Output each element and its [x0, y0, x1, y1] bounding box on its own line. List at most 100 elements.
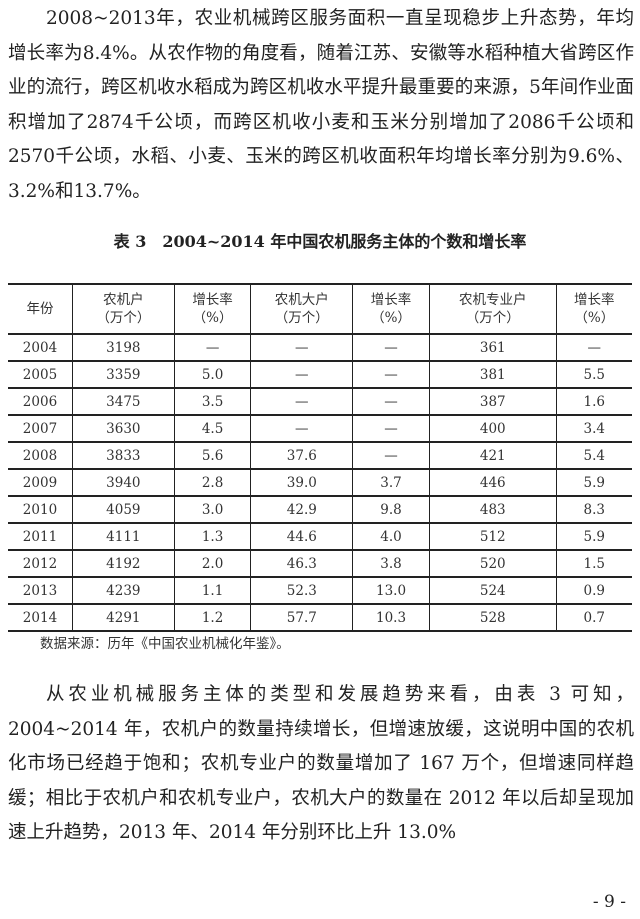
table-row: 2006 3475 3.5— —387 1.6 — [8, 388, 632, 415]
table-cell: 4059 — [71, 496, 175, 523]
paragraph-1: 2008~2013年，农业机械跨区服务面积一直呈现稳步上升态势，年均增长率为8.… — [8, 8, 634, 202]
table-cell: 8.3 — [555, 496, 632, 523]
table-cell: 52.3 — [250, 577, 354, 604]
table-cell: 1.5 — [555, 550, 632, 577]
table-cell: 3.0 — [173, 496, 252, 523]
table-row: 2014 4291 1.2 57.7 10.3 528 0.7 — [8, 604, 632, 631]
table-cell: 3.4 — [555, 415, 632, 442]
year-cell: 2013 — [8, 577, 73, 604]
table-cell: 528 — [428, 604, 557, 631]
table-cell: — — [352, 361, 430, 388]
table-row: 2011 4111 1.3 44.6 4.0 512 5.9 — [8, 523, 632, 550]
table-cell: 2.0 — [173, 550, 252, 577]
year-cell: 2011 — [8, 523, 73, 550]
table-cell: — — [250, 334, 354, 361]
service-entities-table: 年份 农机户 （万个） 增长率 （%） 农机大户 （万个） 增长率 （%） 农机专业户 （万个） 增长… — [8, 283, 632, 632]
table-cell: 400 — [428, 415, 557, 442]
table-cell: 5.5 — [555, 361, 632, 388]
column-header: 农机户 （万个） — [71, 284, 175, 334]
table-row: 2007 3630 4.5— —400 3.4 — [8, 415, 632, 442]
table-cell: 4192 — [71, 550, 175, 577]
year-cell: 2009 — [8, 469, 73, 496]
table-cell: 3198 — [71, 334, 175, 361]
column-header: 年份 — [8, 284, 73, 334]
table-row: 2009 3940 2.8 39.0 3.7 446 5.9 — [8, 469, 632, 496]
table-cell: 1.2 — [173, 604, 252, 631]
table-cell: 5.0 — [173, 361, 252, 388]
year-cell: 2010 — [8, 496, 73, 523]
column-header-line: 增长率 — [370, 292, 412, 308]
year-cell: 2005 — [8, 361, 73, 388]
table-cell: 57.7 — [250, 604, 354, 631]
table-cell: 5.6 — [173, 442, 252, 469]
table-cell: 44.6 — [250, 523, 354, 550]
year-cell: 2004 — [8, 334, 73, 361]
table-cell: — — [250, 361, 354, 388]
column-header-line: 农机大户 — [274, 292, 329, 308]
table-cell: 1.6 — [555, 388, 632, 415]
table-cell: 1.1 — [173, 577, 252, 604]
table-cell: 520 — [428, 550, 557, 577]
column-header-line: （万个） — [465, 310, 520, 326]
table-cell: — — [250, 415, 354, 442]
table-cell: 37.6 — [250, 442, 354, 469]
table-cell: — — [352, 334, 430, 361]
table-cell: 4291 — [71, 604, 175, 631]
column-header: 农机专业户 （万个） — [428, 284, 557, 334]
year-cell: 2006 — [8, 388, 73, 415]
table-cell: 10.3 — [352, 604, 430, 631]
page-number: - 9 - — [592, 892, 626, 912]
table-cell: 39.0 — [250, 469, 354, 496]
table-row: 2008 3833 5.6 37.6—421 5.4 — [8, 442, 632, 469]
table-caption: 表 3 2004~2014 年中国农机服务主体的个数和增长率 — [113, 232, 527, 251]
table-cell: 42.9 — [250, 496, 354, 523]
table-cell: 9.8 — [352, 496, 430, 523]
year-cell: 2007 — [8, 415, 73, 442]
table-cell: 3630 — [71, 415, 175, 442]
table-cell: 1.3 — [173, 523, 252, 550]
table-cell: 2.8 — [173, 469, 252, 496]
paragraph-2: 从农业机械服务主体的类型和发展趋势来看，由表 3 可知，2004~2014 年，… — [8, 684, 634, 843]
column-header-line: （万个） — [96, 310, 151, 326]
table-cell: 4239 — [71, 577, 175, 604]
table-cell: — — [352, 415, 430, 442]
table-cell: 13.0 — [352, 577, 430, 604]
year-cell: 2008 — [8, 442, 73, 469]
column-header: 增长率 （%） — [555, 284, 632, 334]
table-cell: — — [352, 442, 430, 469]
column-header: 农机大户 （万个） — [250, 284, 354, 334]
table-cell: 0.7 — [555, 604, 632, 631]
table-cell: 4111 — [71, 523, 175, 550]
table-row: 2005 3359 5.0— —381 5.5 — [8, 361, 632, 388]
table-row: 2012 4192 2.0 46.3 3.8 520 1.5 — [8, 550, 632, 577]
table-cell: 446 — [428, 469, 557, 496]
table-cell: 381 — [428, 361, 557, 388]
table-cell: — — [555, 334, 632, 361]
table-source-note: 数据来源：历年《中国农业机械化年鉴》。 — [40, 636, 290, 652]
table-cell: 524 — [428, 577, 557, 604]
table-row: 2013 4239 1.1 52.3 13.0 524 0.9 — [8, 577, 632, 604]
year-cell: 2012 — [8, 550, 73, 577]
table-cell: 5.9 — [555, 523, 632, 550]
table-cell: 5.4 — [555, 442, 632, 469]
table-cell: 512 — [428, 523, 557, 550]
table-cell: 361 — [428, 334, 557, 361]
table-cell: — — [352, 388, 430, 415]
table-row: 2004 3198— — —361— — [8, 334, 632, 361]
column-header: 增长率 （%） — [352, 284, 430, 334]
table-cell: 0.9 — [555, 577, 632, 604]
column-header-line: （%） — [371, 310, 411, 326]
column-header-line: （万个） — [274, 310, 329, 326]
column-header-line: 增长率 — [574, 292, 615, 308]
table-cell: 4.0 — [352, 523, 430, 550]
year-cell: 2014 — [8, 604, 73, 631]
table-cell: 3359 — [71, 361, 175, 388]
table-cell: 3.7 — [352, 469, 430, 496]
column-header-line: 年份 — [26, 301, 54, 317]
table-row: 2010 4059 3.0 42.9 9.8 483 8.3 — [8, 496, 632, 523]
column-header-line: （%） — [574, 310, 615, 326]
table-cell: 46.3 — [250, 550, 354, 577]
column-header-line: 农机户 — [103, 292, 144, 308]
table-cell: 387 — [428, 388, 557, 415]
table-cell: — — [250, 388, 354, 415]
